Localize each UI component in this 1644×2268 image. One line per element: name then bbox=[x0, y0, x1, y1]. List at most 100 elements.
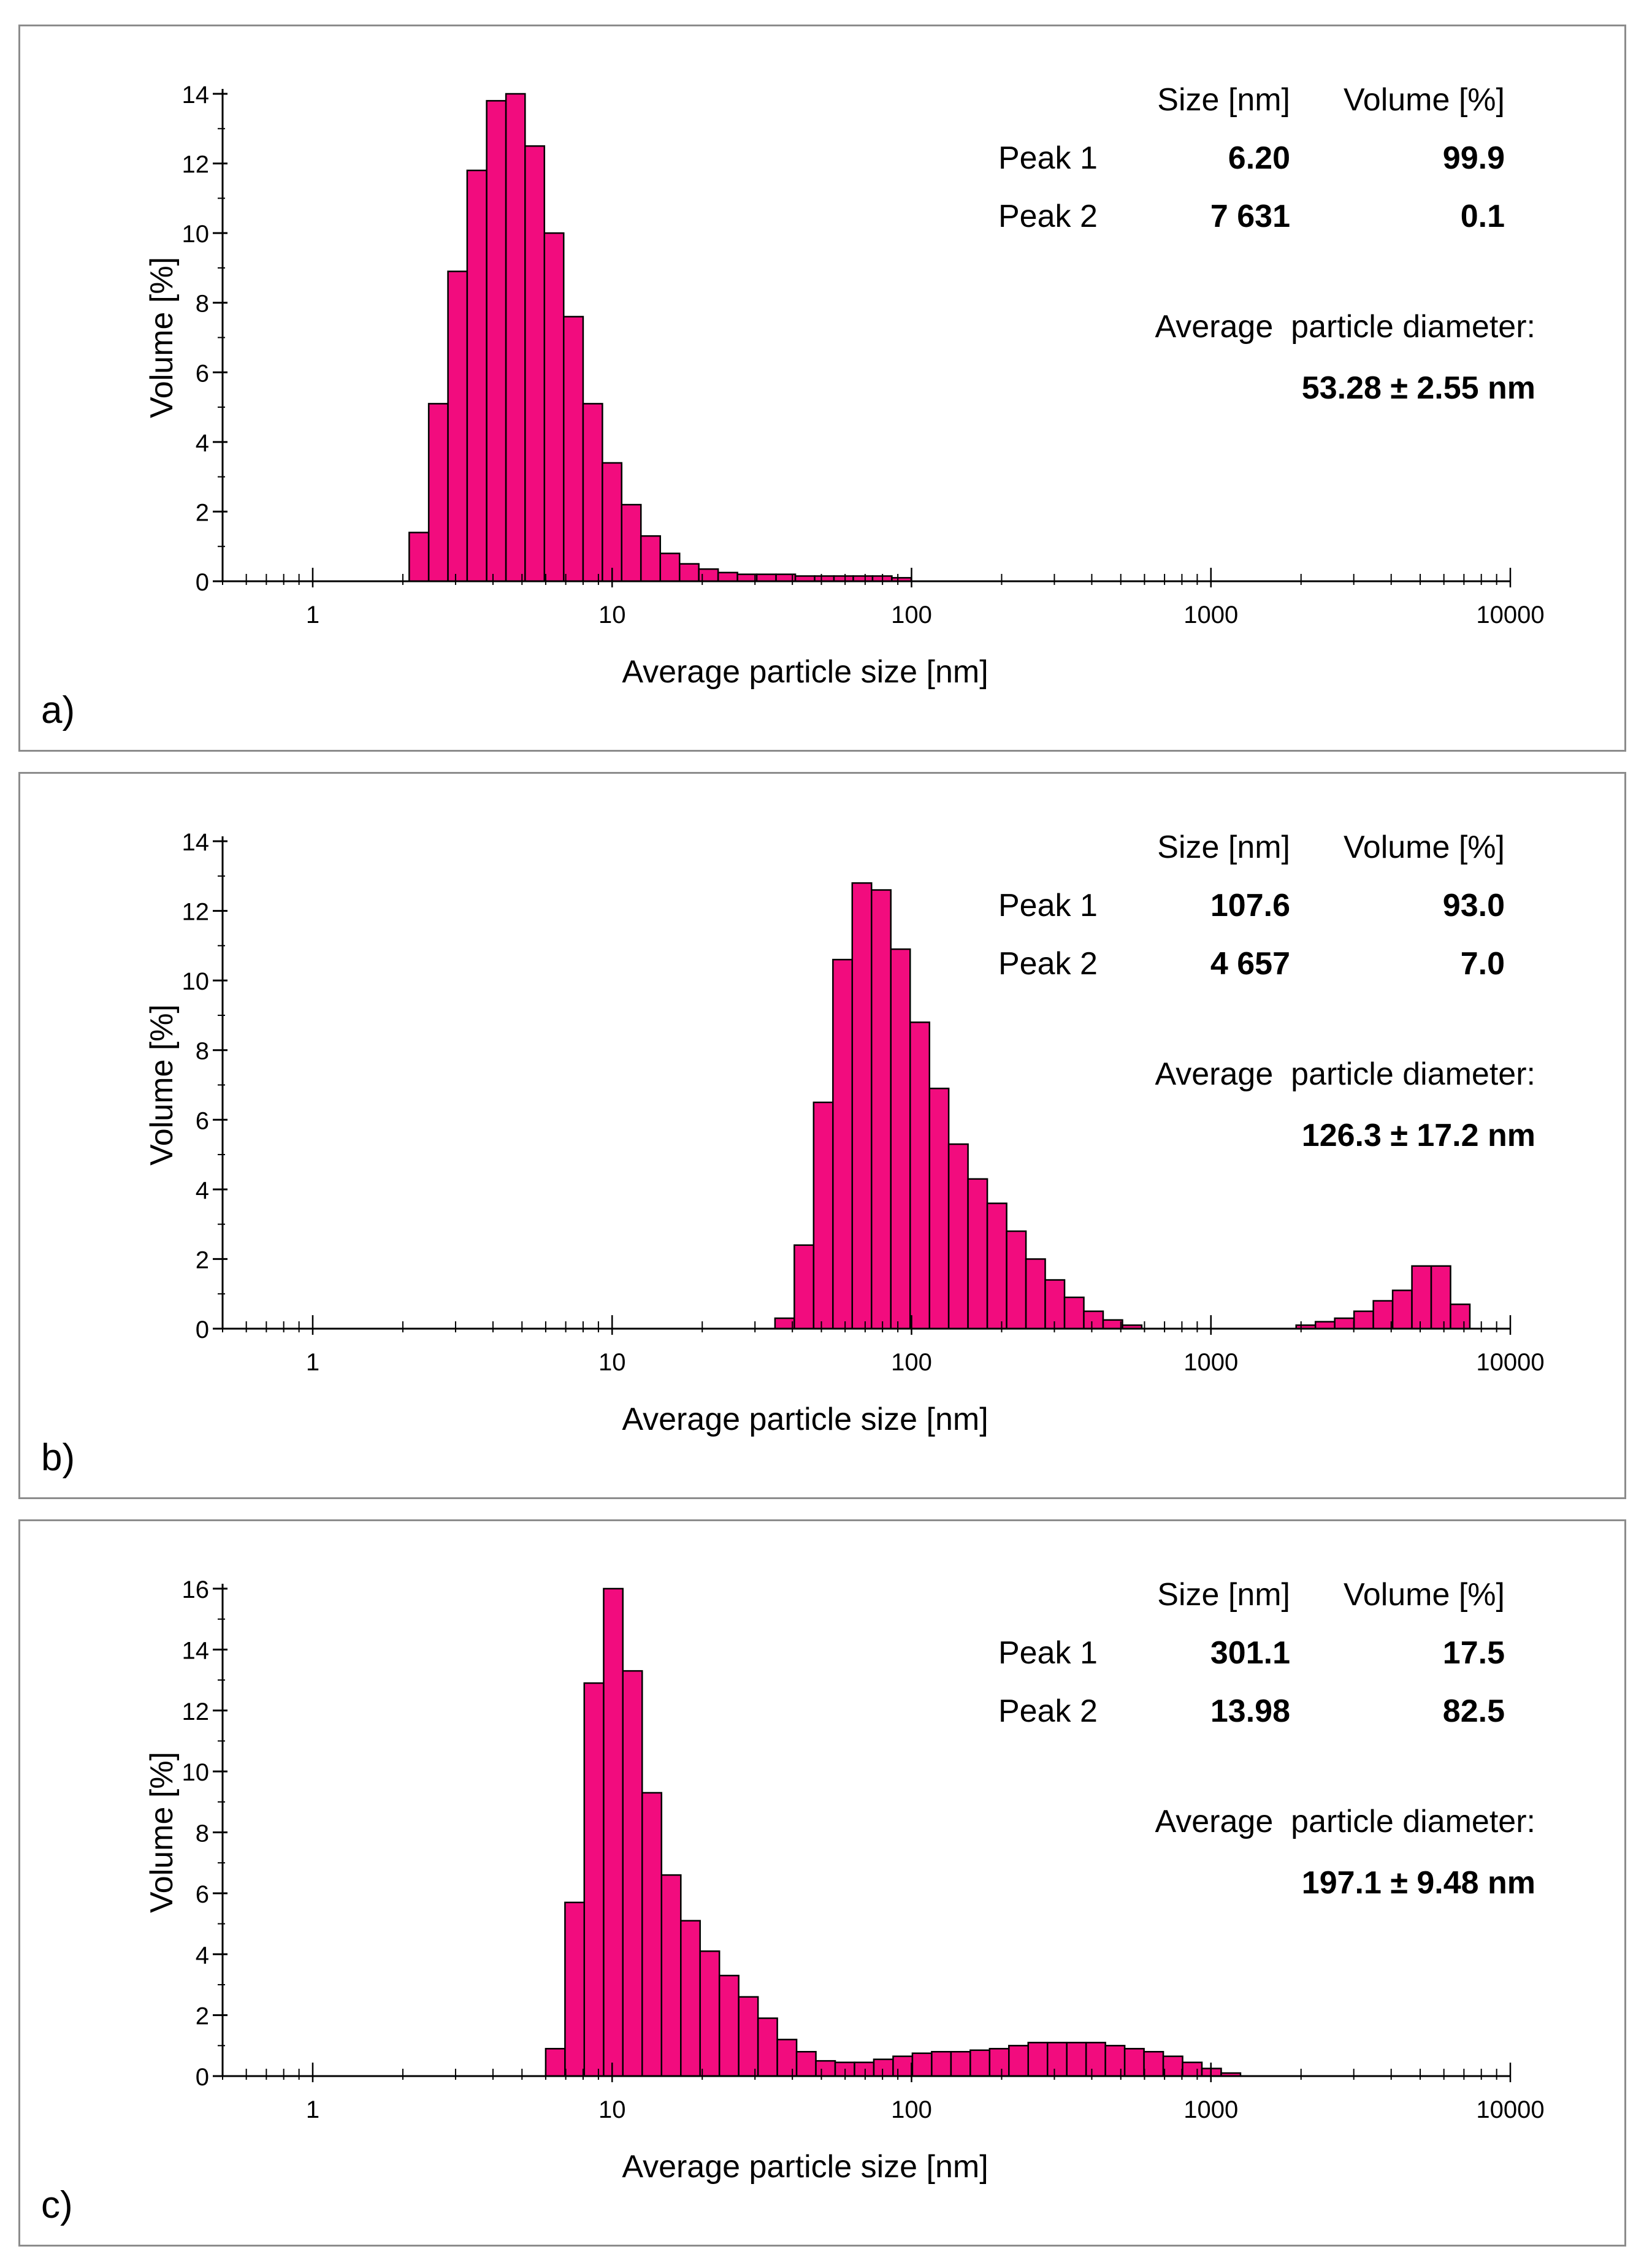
x-tick-label: 1 bbox=[306, 601, 319, 628]
peak2-label: Peak 2 bbox=[998, 199, 1098, 234]
col-size-header: Size [nm] bbox=[1157, 82, 1290, 118]
col-size-header: Size [nm] bbox=[1157, 1577, 1290, 1613]
bar bbox=[1411, 1265, 1432, 1330]
peak1-size: 107.6 bbox=[1210, 888, 1290, 923]
bar bbox=[408, 532, 430, 582]
peak2-size: 13.98 bbox=[1210, 1693, 1290, 1729]
bar bbox=[793, 1244, 815, 1330]
bar bbox=[1025, 1258, 1046, 1330]
bar bbox=[969, 2049, 991, 2077]
bar bbox=[854, 2061, 875, 2077]
bar bbox=[1353, 1310, 1374, 1330]
bar bbox=[486, 100, 507, 582]
bar bbox=[776, 2039, 798, 2077]
y-axis-title: Volume [%] bbox=[144, 1752, 180, 1913]
bar bbox=[545, 2048, 566, 2077]
y-tick-label: 0 bbox=[196, 2064, 209, 2091]
y-tick-label: 8 bbox=[196, 1038, 209, 1065]
bar bbox=[892, 2055, 914, 2077]
bar bbox=[832, 958, 854, 1330]
bar bbox=[659, 552, 681, 582]
x-tick-label: 10000 bbox=[1476, 2096, 1544, 2123]
y-tick-label: 6 bbox=[196, 1881, 209, 1908]
bar bbox=[1372, 1300, 1394, 1330]
average-label: Average particle diameter: bbox=[1155, 309, 1535, 345]
x-tick-label: 10000 bbox=[1476, 1349, 1544, 1376]
x-tick-label: 1000 bbox=[1183, 1349, 1238, 1376]
bar bbox=[678, 563, 700, 582]
peak2-volume: 0.1 bbox=[1460, 199, 1505, 234]
bar bbox=[621, 503, 642, 582]
peak1-volume: 17.5 bbox=[1442, 1635, 1505, 1671]
bar bbox=[1182, 2061, 1203, 2077]
bar bbox=[1066, 2042, 1087, 2077]
y-tick-label: 4 bbox=[196, 1177, 209, 1204]
peak1-size: 301.1 bbox=[1210, 1635, 1290, 1671]
bar bbox=[911, 2052, 933, 2077]
x-tick-label: 100 bbox=[891, 601, 932, 628]
bar bbox=[1006, 1230, 1027, 1330]
y-tick-label: 6 bbox=[196, 1107, 209, 1134]
y-tick-label: 2 bbox=[196, 499, 209, 526]
average-value: 126.3 ± 17.2 nm bbox=[1301, 1118, 1535, 1153]
peak2-volume: 82.5 bbox=[1442, 1693, 1505, 1729]
bar bbox=[1046, 2042, 1068, 2077]
average-value: 197.1 ± 9.48 nm bbox=[1301, 1865, 1535, 1901]
bar bbox=[871, 889, 892, 1330]
y-tick-label: 4 bbox=[196, 1942, 209, 1969]
bar bbox=[988, 2048, 1010, 2077]
bar bbox=[717, 571, 738, 582]
bars-group bbox=[545, 1587, 1242, 2077]
histogram-b: 0 2 4 6 8 10 12 14 1 10 100 1000 10000 Average partic… bbox=[144, 829, 1545, 1437]
bar bbox=[909, 1021, 931, 1330]
bar bbox=[950, 2051, 971, 2077]
peak2-volume: 7.0 bbox=[1460, 946, 1505, 982]
bar bbox=[928, 1087, 950, 1330]
y-tick-label: 8 bbox=[196, 291, 209, 318]
y-tick-label: 12 bbox=[182, 899, 210, 926]
bar bbox=[1334, 1317, 1355, 1330]
bar bbox=[812, 1101, 834, 1330]
y-tick-label: 16 bbox=[182, 1576, 210, 1603]
histogram-c: 0 2 4 6 8 10 12 14 16 1 10 100 1000 10000 Average part… bbox=[144, 1576, 1545, 2185]
bar bbox=[1044, 1279, 1066, 1330]
y-tick-label: 10 bbox=[182, 221, 210, 248]
average-label: Average particle diameter: bbox=[1155, 1804, 1535, 1839]
bar bbox=[967, 1178, 988, 1330]
y-tick-label: 6 bbox=[196, 360, 209, 387]
bar bbox=[873, 2058, 894, 2077]
peak2-size: 7 631 bbox=[1210, 199, 1290, 234]
bar bbox=[1143, 2051, 1164, 2077]
bar bbox=[543, 232, 565, 582]
bar bbox=[505, 93, 526, 582]
bar bbox=[524, 145, 546, 582]
y-tick-label: 12 bbox=[182, 1698, 210, 1725]
y-tick-label: 10 bbox=[182, 968, 210, 995]
y-tick-label: 0 bbox=[196, 569, 209, 596]
average-label: Average particle diameter: bbox=[1155, 1056, 1535, 1092]
bar bbox=[602, 462, 623, 582]
bar bbox=[890, 948, 911, 1330]
panel-label: c) bbox=[41, 2184, 73, 2226]
x-tick-label: 100 bbox=[891, 2096, 932, 2123]
x-tick-label: 10000 bbox=[1476, 601, 1544, 628]
bar bbox=[774, 1317, 795, 1330]
bar bbox=[815, 2060, 836, 2077]
bar bbox=[736, 573, 758, 582]
bar bbox=[1450, 1304, 1471, 1330]
bar bbox=[562, 316, 584, 582]
peak1-label: Peak 1 bbox=[998, 888, 1098, 923]
col-volume-header: Volume [%] bbox=[1343, 1577, 1505, 1613]
bar bbox=[757, 2017, 778, 2077]
peak2-size: 4 657 bbox=[1210, 946, 1290, 982]
x-tick-label: 10 bbox=[598, 1349, 626, 1376]
y-tick-label: 14 bbox=[182, 82, 210, 109]
bar bbox=[1027, 2042, 1049, 2077]
bars-group bbox=[774, 882, 1471, 1330]
bar bbox=[931, 2051, 952, 2077]
bar bbox=[947, 1143, 969, 1330]
bar bbox=[641, 1792, 663, 2077]
x-tick-label: 10 bbox=[598, 601, 626, 628]
average-value: 53.28 ± 2.55 nm bbox=[1301, 370, 1535, 406]
bar bbox=[755, 573, 777, 582]
